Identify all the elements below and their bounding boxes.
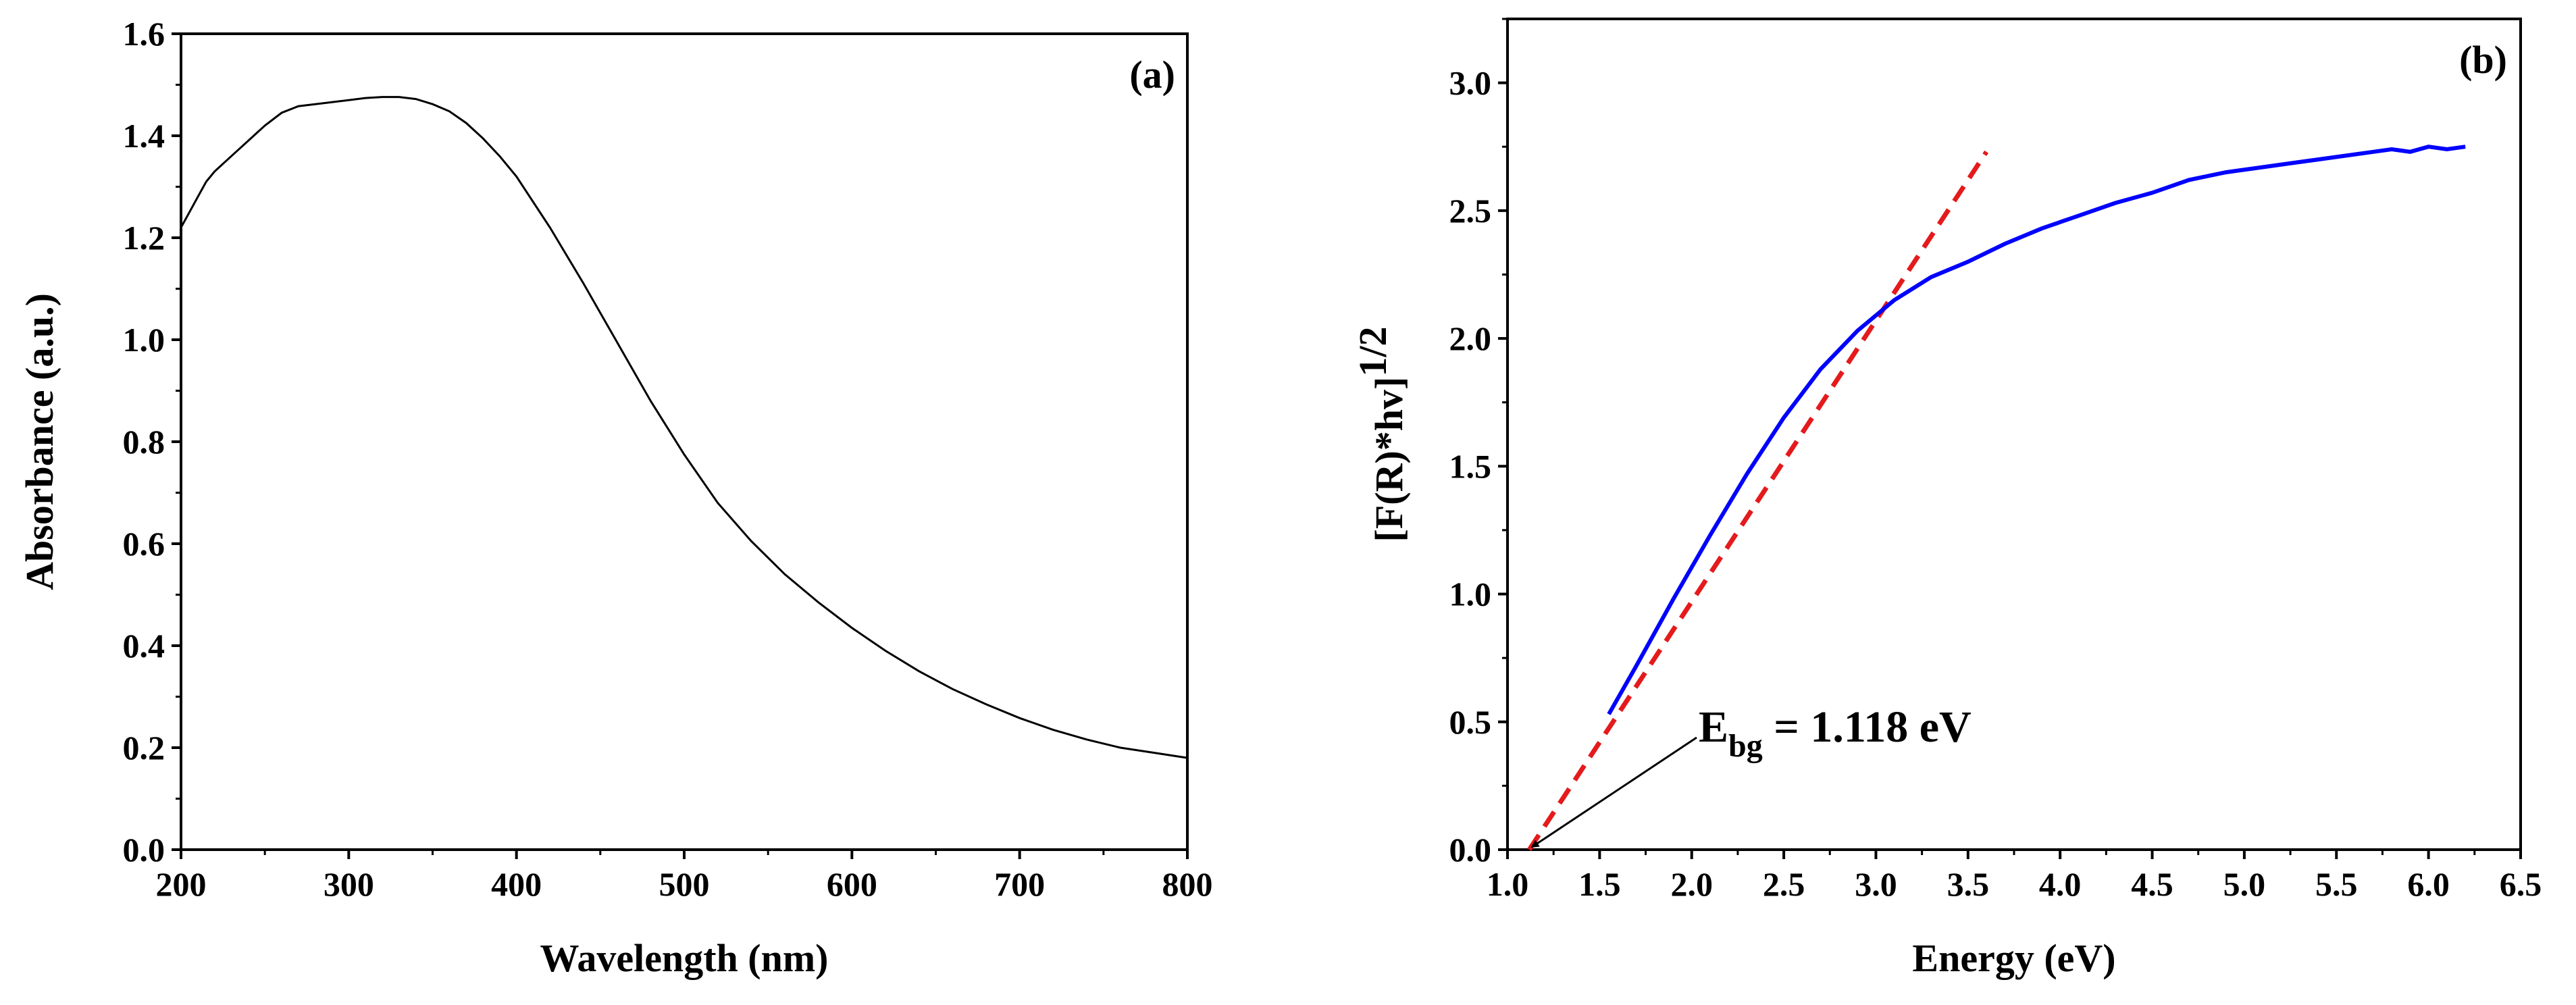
chart-b-annotation: Ebg = 1.118 eV [1699,702,1972,764]
chart-b-xtick-label: 5.5 [2315,865,2358,903]
chart-b-ytick-label: 1.0 [1449,575,1492,613]
chart-b-xtick-label: 2.5 [1763,865,1805,903]
chart-a-xtick-label: 200 [156,865,207,903]
chart-a-xtick-label: 300 [324,865,374,903]
chart-b-xtick-label: 4.0 [2039,865,2082,903]
chart-b-annotation-main: E [1699,702,1728,752]
chart-b-xlabel: Energy (eV) [1912,936,2115,980]
chart-b-panel-label: (b) [2459,38,2507,82]
chart-b-xtick-label: 1.5 [1578,865,1621,903]
chart-b-ylabel-main: [F(R)*hv] [1367,377,1411,542]
chart-a-panel-label: (a) [1129,53,1175,97]
chart-b-xtick-label: 1.0 [1487,865,1529,903]
chart-b-annotation-sub: bg [1728,728,1763,764]
chart-a-xtick-label: 700 [994,865,1045,903]
chart-a-xtick-label: 500 [659,865,710,903]
chart-b-fit-line [1527,150,1989,851]
chart-a-ytick-label: 0.0 [123,831,165,869]
chart-a-ytick-label: 0.6 [123,525,165,563]
chart-b-frame [1506,18,2522,851]
chart-b-ytick-label: 0.0 [1449,831,1492,869]
chart-a-ticks: 200 300 400 500 600 700 800 0.0 0.2 0.4 0.6 0.8 1.0 1… [123,15,1213,903]
chart-b-xtick-label: 3.0 [1855,865,1897,903]
chart-b-xtick-label: 4.5 [2131,865,2173,903]
chart-b: 1.0 1.5 2.0 2.5 3.0 3.5 4.0 4.5 5.0 5.5 6.0 6.5 0.0 0… [1351,18,2542,980]
chart-b-xtick-label: 6.0 [2407,865,2450,903]
chart-b-ytick-label: 2.5 [1449,192,1492,230]
chart-a-ytick-label: 1.0 [123,321,165,359]
chart-a-xlabel: Wavelength (nm) [540,936,829,980]
chart-a-xtick-label: 400 [491,865,542,903]
chart-b-annotation-rest: = 1.118 eV [1763,702,1972,752]
chart-a-xtick-label: 600 [827,865,877,903]
chart-b-ytick-label: 1.5 [1449,447,1492,485]
chart-a-ylabel: Absorbance (a.u.) [18,293,61,590]
chart-b-ytick-label: 2.0 [1449,319,1492,357]
chart-a-ytick-label: 0.8 [123,423,165,461]
chart-a-ytick-label: 1.4 [123,117,165,155]
chart-a-ytick-label: 0.4 [123,627,165,665]
chart-a-xtick-label: 800 [1162,865,1213,903]
chart-b-xtick-label: 5.0 [2223,865,2266,903]
chart-a-frame [180,32,1189,851]
chart-a-ytick-label: 1.2 [123,219,165,257]
chart-b-xtick-label: 3.5 [1947,865,1990,903]
chart-b-ytick-label: 3.0 [1449,64,1492,102]
chart-a-series-line [180,96,1188,759]
chart-b-ylabel: [F(R)*hv]1/2 [1351,327,1411,542]
chart-a-ytick-label: 1.6 [123,15,165,53]
chart-a: 200 300 400 500 600 700 800 0.0 0.2 0.4 0.6 0.8 1.0 1… [18,15,1213,980]
chart-b-annotation-arrow [1530,736,1697,848]
chart-b-xtick-label: 6.5 [2500,865,2542,903]
chart-a-ytick-label: 0.2 [123,729,165,767]
chart-b-series-line [1607,145,2466,715]
chart-b-ytick-label: 0.5 [1449,703,1492,741]
chart-b-ticks: 1.0 1.5 2.0 2.5 3.0 3.5 4.0 4.5 5.0 5.5 6.0 6.5 0.0 0… [1449,18,2542,903]
chart-b-ylabel-sup: 1/2 [1351,327,1395,377]
chart-b-xtick-label: 2.0 [1670,865,1713,903]
